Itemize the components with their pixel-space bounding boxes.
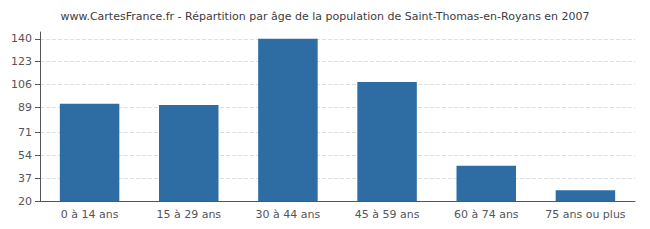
svg-text:75 ans ou plus: 75 ans ou plus xyxy=(545,208,626,221)
svg-text:89: 89 xyxy=(18,101,32,114)
svg-text:140: 140 xyxy=(11,32,32,45)
svg-text:71: 71 xyxy=(18,126,32,139)
svg-text:www.CartesFrance.fr - Répartit: www.CartesFrance.fr - Répartition par âg… xyxy=(60,10,589,23)
svg-text:54: 54 xyxy=(18,149,32,162)
svg-text:30 à 44 ans: 30 à 44 ans xyxy=(256,208,321,221)
svg-text:106: 106 xyxy=(11,78,32,91)
svg-text:45 à 59 ans: 45 à 59 ans xyxy=(355,208,420,221)
svg-text:0 à 14 ans: 0 à 14 ans xyxy=(61,208,119,221)
svg-text:123: 123 xyxy=(11,55,32,68)
svg-text:37: 37 xyxy=(18,172,32,185)
svg-text:60 à 74 ans: 60 à 74 ans xyxy=(454,208,519,221)
svg-text:15 à 29 ans: 15 à 29 ans xyxy=(156,208,221,221)
svg-text:20: 20 xyxy=(18,195,32,208)
